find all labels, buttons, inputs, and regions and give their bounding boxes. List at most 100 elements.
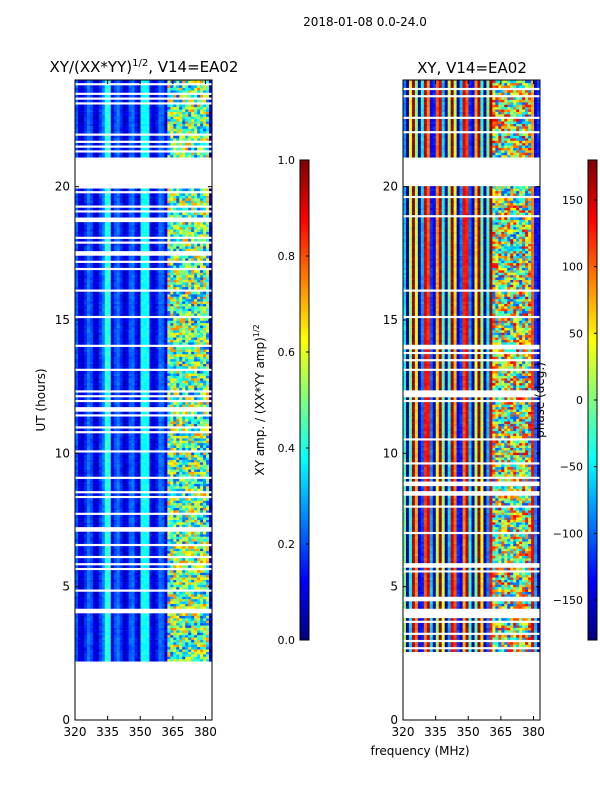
heatmap-cell [188,603,192,607]
heatmap-cell [125,596,130,600]
heatmap-cell [158,656,162,660]
heatmap-cell [137,534,141,537]
heatmap-cell [131,493,135,496]
heatmap-cell [143,435,147,439]
heatmap-cell [149,534,153,537]
heatmap-cell [152,411,156,415]
heatmap-cell [164,488,168,492]
heatmap-cell [77,510,82,513]
heatmap-cell [122,375,127,379]
heatmap-cell [200,634,204,638]
heatmap-cell [182,538,186,542]
heatmap-cell [128,534,132,537]
heatmap-cell [140,656,144,660]
heatmap-cell [95,488,100,492]
heatmap-cell [170,397,174,400]
heatmap-cell [200,418,204,422]
heatmap-cell [146,440,150,444]
heatmap-cell [75,519,79,523]
heatmap-cell [75,411,79,415]
heatmap-cell [89,553,94,556]
heatmap-cell [182,488,186,492]
heatmap-cell [185,366,189,369]
heatmap-cell [182,596,186,600]
heatmap-cell [125,358,130,362]
heatmap-cell [182,392,186,396]
heatmap-cell [140,445,144,448]
heatmap-cell [173,651,177,655]
heatmap-cell [119,603,124,607]
heatmap-cell [122,370,127,374]
heatmap-cell [152,541,156,544]
heatmap-cell [194,637,198,640]
heatmap-cell [75,522,79,525]
heatmap-cell [188,553,192,556]
heatmap-cell [95,459,100,463]
heatmap-cell [125,584,130,588]
heatmap-cell [173,478,177,482]
heatmap-cell [152,452,156,456]
heatmap-cell [137,421,141,424]
heatmap-cell [164,627,168,631]
heatmap-cell [173,346,177,350]
heatmap-cell [98,622,103,626]
heatmap-cell [155,378,159,381]
heatmap-cell [119,522,124,525]
heatmap-cell [173,392,177,396]
heatmap-cell [167,428,171,432]
heatmap-cell [134,459,138,463]
heatmap-cell [140,534,144,537]
heatmap-cell [173,452,177,456]
heatmap-cell [86,606,91,609]
heatmap-cell [206,478,210,482]
heatmap-cell [179,565,183,568]
heatmap-cell [95,502,100,506]
heatmap-cell [89,656,94,660]
heatmap-cell [83,632,88,636]
heatmap-cell [92,435,97,439]
heatmap-cell [92,622,97,626]
heatmap-cell [86,637,91,640]
heatmap-cell [185,418,189,422]
heatmap-cell [101,378,106,381]
heatmap-cell [122,392,127,396]
heatmap-cell [116,538,121,542]
heatmap-cell [194,570,198,573]
heatmap-cell [179,560,183,564]
heatmap-cell [170,428,174,432]
heatmap-cell [143,627,147,631]
heatmap-cell [167,632,171,636]
heatmap-cell [137,416,141,420]
heatmap-cell [167,514,171,518]
heatmap-cell [200,603,204,607]
heatmap-cell [209,570,212,573]
heatmap-cell [131,658,135,662]
heatmap-cell [104,510,109,513]
heatmap-cell [101,428,106,432]
heatmap-cell [167,644,171,648]
heatmap-cell [206,433,210,436]
heatmap-cell [98,618,103,621]
heatmap-cell [170,517,174,520]
heatmap-cell [122,598,127,602]
heatmap-cell [197,522,201,525]
heatmap-cell [203,536,207,540]
heatmap-cell [116,579,121,583]
heatmap-cell [122,594,127,597]
heatmap-cell [203,507,207,511]
heatmap-cell [173,634,177,638]
heatmap-cell [191,606,195,609]
heatmap-cell [173,577,177,580]
heatmap-cell [161,500,165,504]
heatmap-cell [203,522,207,525]
heatmap-cell [179,433,183,436]
heatmap-cell [164,397,168,400]
heatmap-cell [185,442,189,446]
heatmap-cell [83,387,88,391]
heatmap-cell [182,565,186,568]
heatmap-cell [152,502,156,506]
heatmap-cell [158,584,162,588]
heatmap-cell [155,630,159,633]
heatmap-cell [161,375,165,379]
heatmap-cell [209,481,212,484]
